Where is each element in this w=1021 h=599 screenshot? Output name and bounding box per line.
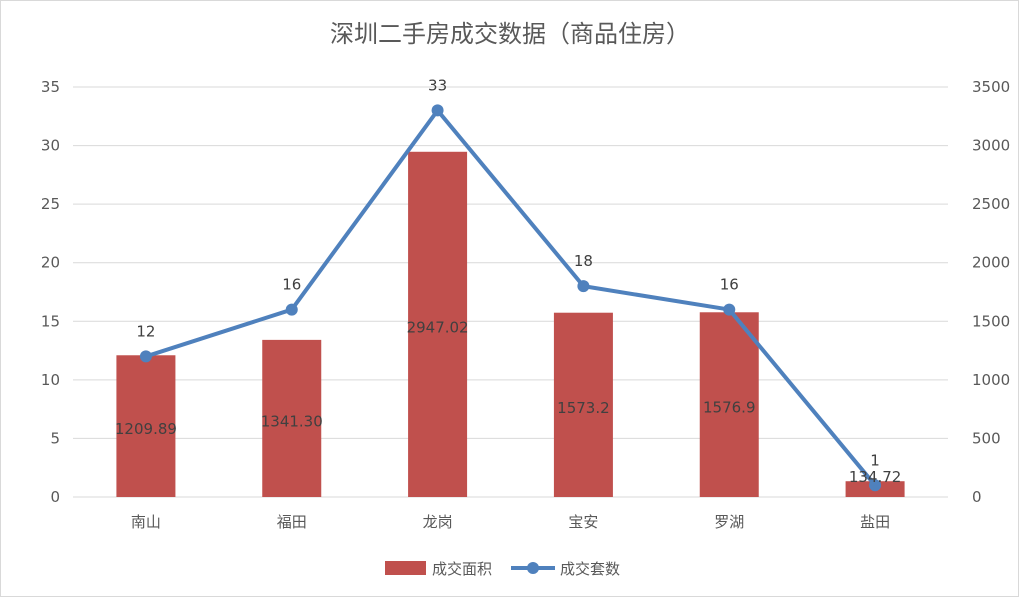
x-category-label: 龙岗 — [423, 513, 453, 531]
bar-data-label: 1576.9 — [703, 399, 756, 417]
legend-line-label: 成交套数 — [560, 560, 620, 578]
bar-data-label: 1209.89 — [115, 420, 177, 438]
line-data-label: 16 — [720, 276, 739, 294]
y-left-tick-label: 25 — [41, 195, 60, 213]
line-data-label: 1 — [870, 451, 880, 469]
bar — [116, 355, 176, 497]
y-right-tick-label: 3000 — [972, 137, 1010, 155]
y-left-tick-label: 10 — [41, 371, 60, 389]
line-point — [139, 350, 152, 363]
x-category-label: 盐田 — [860, 513, 890, 531]
x-category-label: 宝安 — [568, 513, 598, 531]
line-point — [723, 303, 736, 316]
bar-data-label: 1341.30 — [261, 412, 323, 430]
chart-title: 深圳二手房成交数据（商品住房） — [330, 20, 690, 48]
legend-line-marker — [527, 562, 539, 574]
legend-bar-label: 成交面积 — [432, 560, 492, 578]
bar-series — [116, 151, 905, 498]
bar — [262, 339, 322, 497]
x-category-label: 南山 — [131, 513, 161, 531]
line-data-label: 12 — [136, 322, 155, 340]
y-right-tick-label: 0 — [972, 488, 982, 506]
y-right-tick-label: 2500 — [972, 195, 1010, 213]
line-point — [285, 303, 298, 316]
y-right-tick-label: 2000 — [972, 254, 1010, 272]
category-labels: 南山 福田 龙岗 宝安 罗湖 盐田 — [131, 513, 890, 531]
y-right-tick-label: 1500 — [972, 312, 1010, 330]
x-category-label: 福田 — [277, 513, 307, 531]
bar-data-label: 2947.02 — [407, 318, 469, 336]
bar-data-label: 1573.2 — [557, 399, 610, 417]
legend: 成交面积 成交套数 — [385, 560, 620, 578]
y-right-tick-label: 1000 — [972, 371, 1010, 389]
line-point — [869, 479, 882, 492]
y-right-tick-label: 3500 — [972, 78, 1010, 96]
y-right-tick-label: 500 — [972, 429, 1001, 447]
y-left-tick-label: 35 — [41, 78, 60, 96]
line-point — [577, 280, 590, 293]
y-left-tick-label: 5 — [50, 429, 60, 447]
series-line — [145, 108, 877, 487]
line-data-label: 16 — [282, 276, 301, 294]
y-left-tick-label: 30 — [41, 137, 60, 155]
line-data-label: 18 — [574, 252, 593, 270]
line-data-label: 33 — [428, 76, 447, 94]
line-series — [139, 104, 882, 492]
legend-bar-swatch — [385, 561, 426, 575]
gridlines — [73, 86, 948, 498]
left-axis-ticks: 0 5 10 15 20 25 30 35 — [41, 78, 60, 506]
y-left-tick-label: 0 — [50, 488, 60, 506]
bar — [408, 151, 468, 498]
y-left-tick-label: 15 — [41, 312, 60, 330]
line-point — [431, 104, 444, 117]
bar-data-label: 134.72 — [849, 468, 902, 486]
right-axis-ticks: 0 500 1000 1500 2000 2500 3000 3500 — [972, 78, 1010, 506]
bar — [553, 312, 613, 497]
bar — [699, 312, 759, 497]
x-category-label: 罗湖 — [714, 513, 744, 531]
y-left-tick-label: 20 — [41, 254, 60, 272]
